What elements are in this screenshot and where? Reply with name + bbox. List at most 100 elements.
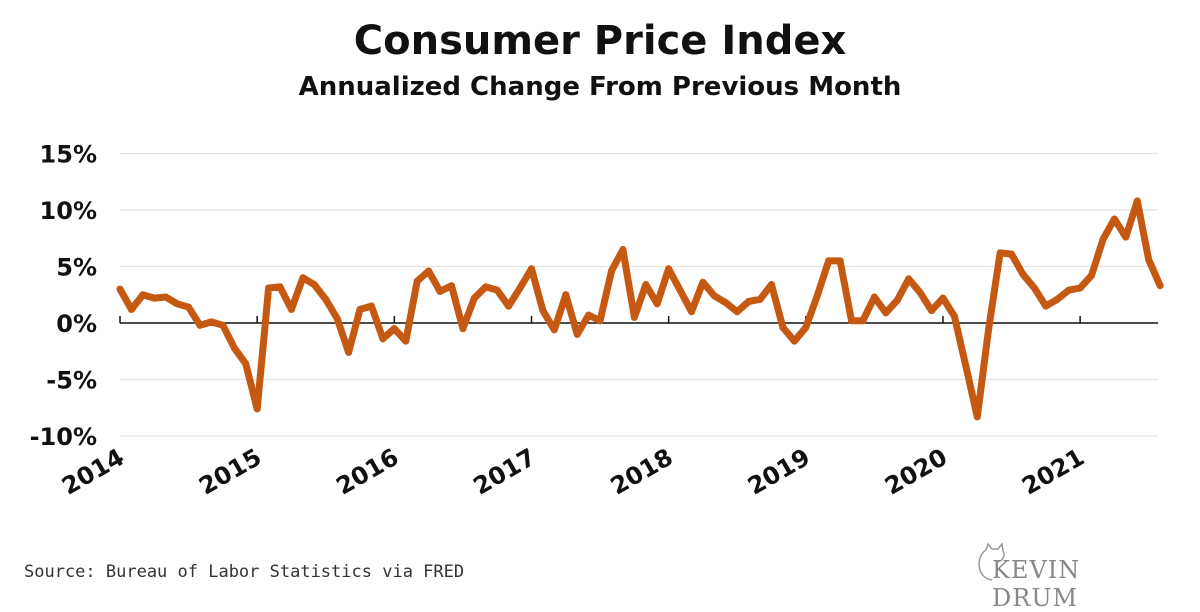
data-point xyxy=(1019,270,1027,278)
data-point xyxy=(367,302,375,310)
data-point xyxy=(1042,302,1050,310)
data-point xyxy=(1088,272,1096,280)
cat-icon xyxy=(978,542,1005,581)
data-point xyxy=(379,335,387,343)
x-tick-label: 2014 xyxy=(57,443,129,501)
data-point xyxy=(1099,235,1107,243)
data-point xyxy=(916,288,924,296)
data-point xyxy=(505,302,513,310)
data-point xyxy=(996,249,1004,257)
data-point xyxy=(527,265,535,273)
data-point xyxy=(242,360,250,368)
y-tick-label: 0% xyxy=(56,310,97,338)
chart-subtitle: Annualized Change From Previous Month xyxy=(298,72,902,102)
data-point xyxy=(185,303,193,311)
data-point xyxy=(1156,282,1164,290)
data-point xyxy=(253,405,261,413)
data-point xyxy=(790,337,798,345)
data-point xyxy=(127,305,135,313)
y-tick-label: 15% xyxy=(40,141,97,169)
data-point xyxy=(116,285,124,293)
data-point xyxy=(665,265,673,273)
data-point xyxy=(836,257,844,265)
data-point xyxy=(493,286,501,294)
data-point xyxy=(162,293,170,301)
y-tick-label: 10% xyxy=(40,197,97,225)
data-point xyxy=(562,291,570,299)
data-point xyxy=(299,274,307,282)
data-point xyxy=(390,325,398,333)
data-point xyxy=(207,318,215,326)
data-point xyxy=(825,257,833,265)
data-point xyxy=(848,317,856,325)
chart-title: Consumer Price Index xyxy=(353,18,847,64)
data-point xyxy=(699,278,707,286)
data-point xyxy=(345,348,353,356)
data-point xyxy=(413,277,421,285)
data-point xyxy=(436,287,444,295)
data-point xyxy=(722,299,730,307)
x-tick-label: 2015 xyxy=(194,443,266,501)
data-point xyxy=(516,284,524,292)
data-point xyxy=(287,305,295,313)
data-point xyxy=(573,330,581,338)
data-point xyxy=(1145,256,1153,264)
data-point xyxy=(265,284,273,292)
data-point xyxy=(870,293,878,301)
data-point xyxy=(893,296,901,304)
data-point xyxy=(928,307,936,315)
data-point xyxy=(950,312,958,320)
cpi-series-line xyxy=(116,197,1164,421)
data-point xyxy=(402,337,410,345)
data-point xyxy=(550,326,558,334)
data-point xyxy=(973,413,981,421)
x-tick-label: 2016 xyxy=(331,443,403,501)
source-note: Source: Bureau of Labor Statistics via F… xyxy=(24,562,465,582)
data-point xyxy=(985,325,993,333)
data-point xyxy=(539,307,547,315)
data-point xyxy=(607,267,615,275)
data-point xyxy=(1008,250,1016,258)
data-point xyxy=(1065,286,1073,294)
data-point xyxy=(173,300,181,308)
data-point xyxy=(619,246,627,254)
data-point xyxy=(630,313,638,321)
data-point xyxy=(150,294,158,302)
data-point xyxy=(356,305,364,313)
x-tick-label: 2017 xyxy=(469,443,541,501)
data-point xyxy=(1030,284,1038,292)
data-point xyxy=(219,321,227,329)
data-point xyxy=(756,295,764,303)
data-point xyxy=(802,324,810,332)
y-tick-label: -10% xyxy=(30,423,97,451)
x-tick-label: 2021 xyxy=(1017,443,1089,501)
data-point xyxy=(596,317,604,325)
y-tick-label: 5% xyxy=(56,254,97,282)
data-point xyxy=(859,317,867,325)
data-point xyxy=(470,294,478,302)
data-point xyxy=(1053,295,1061,303)
data-point xyxy=(1133,197,1141,205)
data-point xyxy=(425,267,433,275)
data-point xyxy=(585,311,593,319)
data-point xyxy=(768,281,776,289)
data-point xyxy=(139,291,147,299)
kevin-drum-logo: KEVIN DRUM xyxy=(972,542,1172,612)
data-point xyxy=(939,294,947,302)
data-point xyxy=(779,324,787,332)
data-point xyxy=(642,281,650,289)
x-tick-label: 2019 xyxy=(743,443,815,501)
x-tick-label: 2018 xyxy=(606,443,678,501)
data-point xyxy=(710,292,718,300)
data-point xyxy=(688,308,695,316)
line-chart: 15% 10% 5% 0% -5% -10% 2014 2015 2016 2017 2018 20… xyxy=(30,141,1164,501)
logo-text: KEVIN DRUM xyxy=(992,556,1081,612)
data-point xyxy=(196,321,204,329)
data-point xyxy=(676,286,684,294)
data-point xyxy=(333,314,341,322)
data-point xyxy=(276,283,284,291)
data-point xyxy=(230,344,238,352)
data-point xyxy=(1122,233,1130,241)
data-point xyxy=(447,282,455,290)
data-point xyxy=(482,283,490,291)
